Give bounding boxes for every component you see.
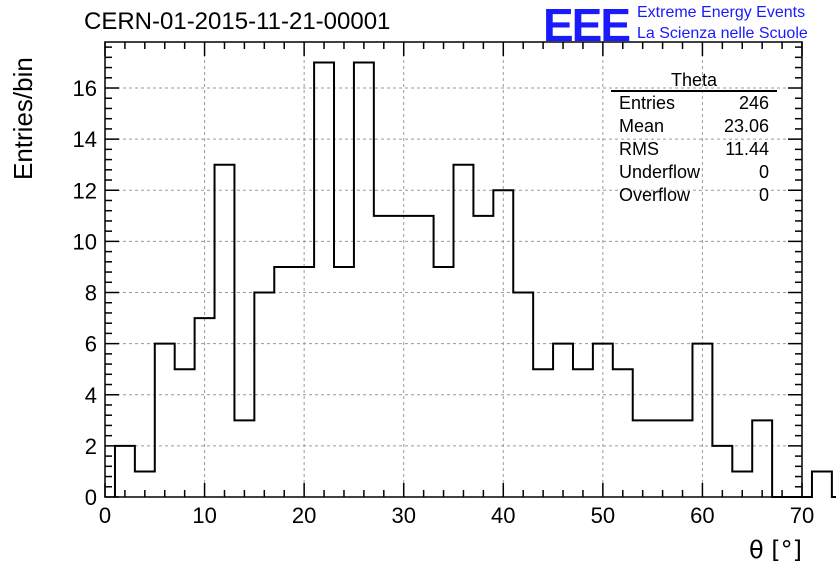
stats-value: 23.06 [723, 116, 769, 136]
stats-value: 0 [758, 185, 769, 205]
plot-frame [104, 41, 803, 498]
y-tick-label: 6 [85, 332, 97, 357]
eee-logo: EEE [543, 0, 631, 51]
x-tick-label: 10 [192, 503, 216, 528]
stats-row-underflow: Underflow 0 [611, 161, 777, 184]
y-tick-label: 12 [73, 178, 97, 203]
x-tick-label: 70 [790, 503, 814, 528]
logo-subtitle-1: Extreme Energy Events [637, 4, 806, 21]
stats-row-entries: Entries 246 [611, 92, 777, 115]
y-tick-label: 10 [73, 229, 97, 254]
y-tick-label: 16 [73, 76, 97, 101]
y-axis-label: Entries/bin [8, 57, 38, 180]
y-tick-label: 8 [85, 281, 97, 306]
y-tick-label: 0 [85, 485, 97, 510]
logo-subtitle-2: La Scienza nelle Scuole [637, 25, 808, 42]
x-tick-label: 20 [292, 503, 316, 528]
stats-row-overflow: Overflow 0 [611, 184, 777, 207]
x-axis-label: θ [°] [748, 536, 802, 564]
x-tick-label: 50 [591, 503, 615, 528]
stats-label: RMS [619, 139, 659, 159]
x-tick-label: 0 [99, 503, 111, 528]
stats-row-rms: RMS 11.44 [611, 138, 777, 161]
stats-row-mean: Mean 23.06 [611, 115, 777, 138]
stats-label: Entries [619, 93, 676, 113]
y-tick-label: 2 [85, 434, 97, 459]
x-tick-label: 40 [491, 503, 515, 528]
y-tick-label: 14 [73, 127, 97, 152]
stats-value: 0 [758, 162, 769, 182]
stats-box: Theta Entries 246 Mean 23.06 RMS 11.44 U… [611, 70, 777, 207]
x-tick-label: 60 [690, 503, 714, 528]
stats-label: Mean [619, 116, 665, 136]
chart-title: CERN-01-2015-11-21-00001 [84, 8, 391, 35]
stats-label: Overflow [619, 185, 691, 205]
stats-value: 11.44 [725, 139, 769, 159]
stats-name: Theta [611, 70, 777, 92]
histogram-line [113, 61, 836, 498]
stats-value: 246 [738, 93, 769, 113]
x-tick-label: 30 [391, 503, 415, 528]
stats-label: Underflow [619, 162, 701, 182]
y-tick-label: 4 [85, 383, 97, 408]
